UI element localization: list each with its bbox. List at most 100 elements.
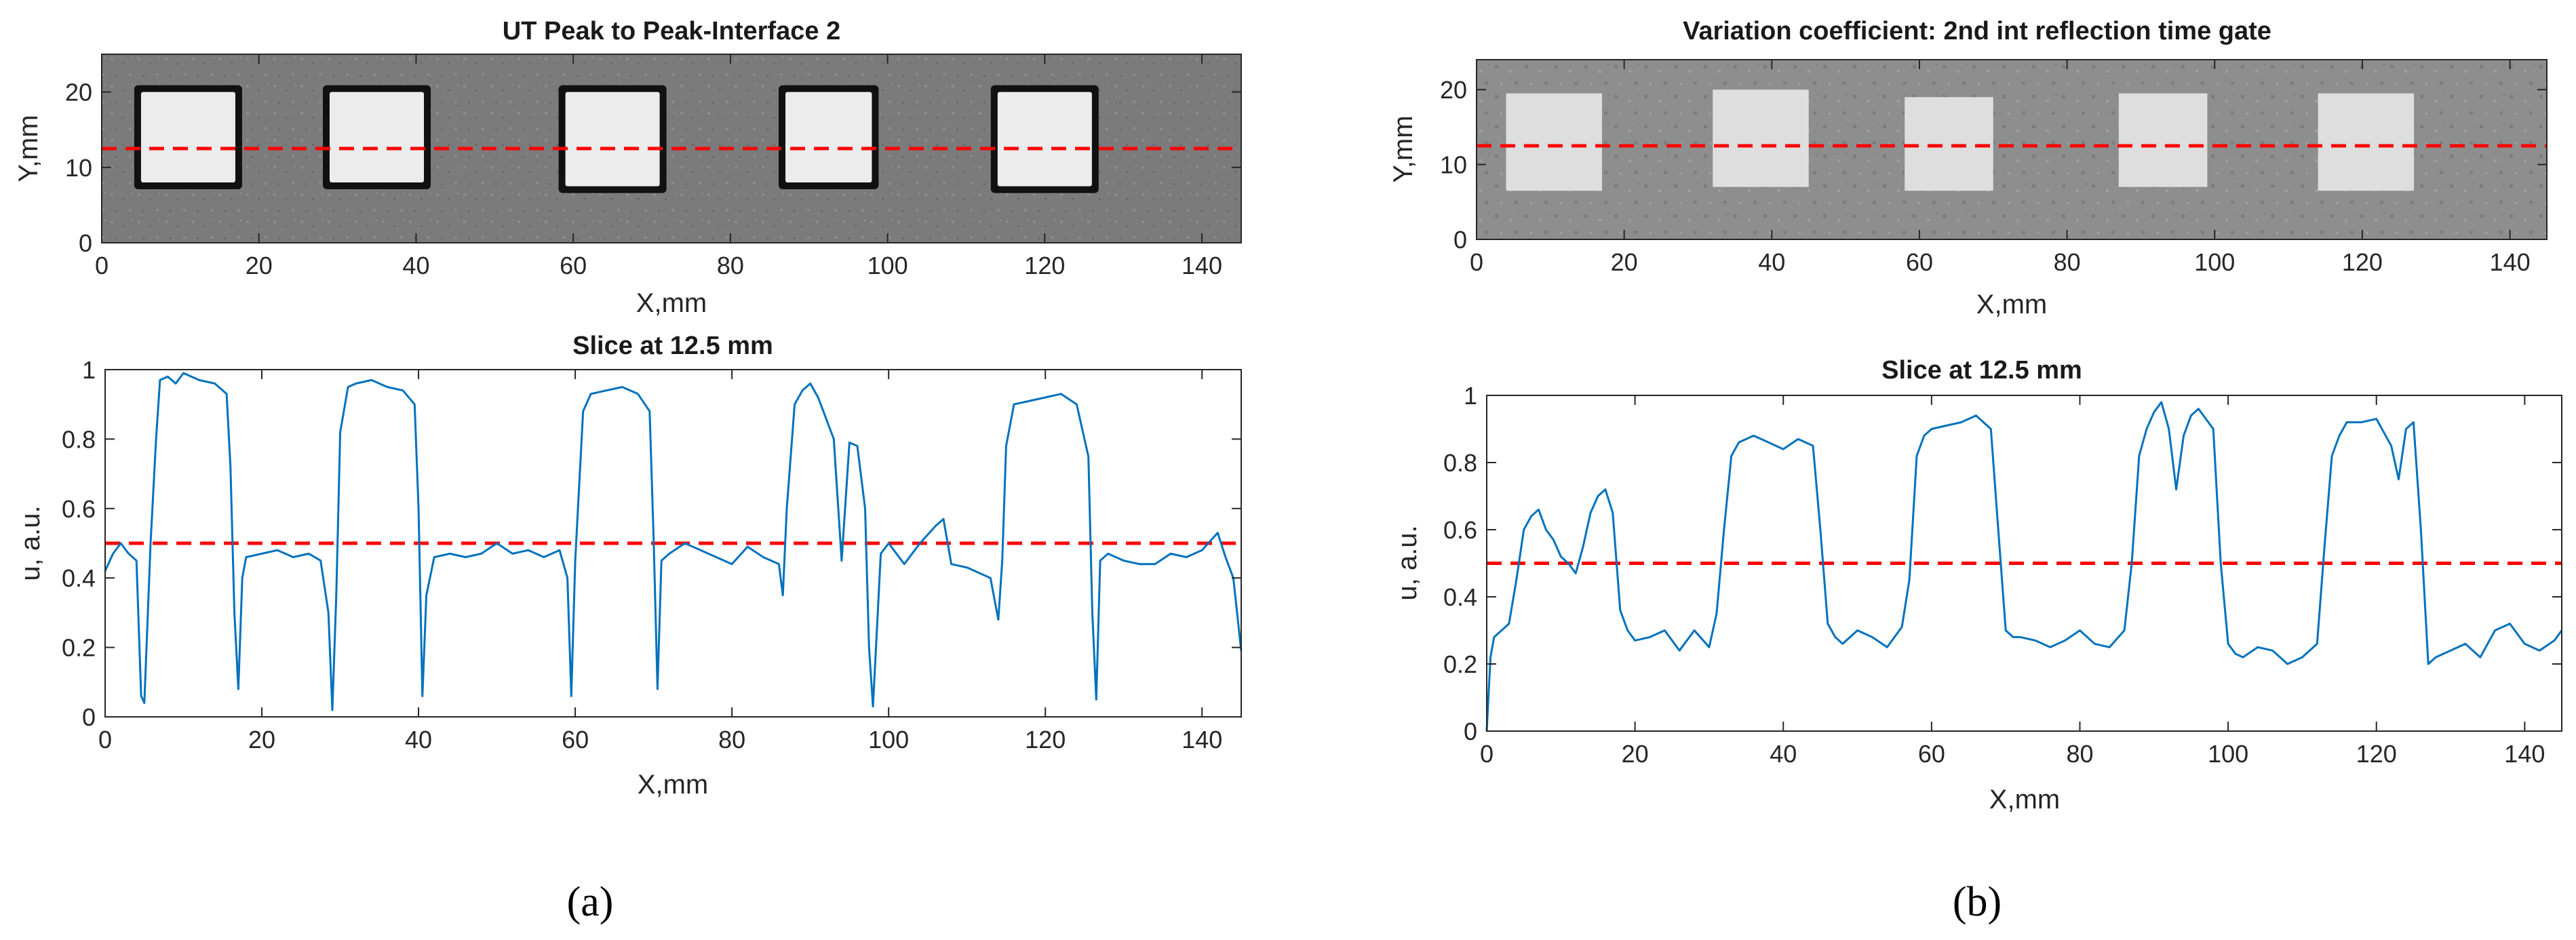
data-point [511,553,513,555]
data-point [574,560,577,562]
data-point [214,383,216,385]
panel-a-slice-x-ticks: 0 20 40 60 80 100 120 140 [98,370,1222,753]
data-point [225,393,228,395]
panel-b-label: (b) [1953,879,2002,925]
data-point [2494,629,2496,631]
data-point [747,545,749,548]
data-point [2301,656,2303,659]
data-point [112,553,114,555]
data-point [652,535,655,537]
data-point [848,442,851,444]
data-point [2390,445,2392,447]
data-point [648,410,651,412]
data-point [155,438,157,440]
data-point [149,542,152,545]
data-point [1091,612,1093,614]
data-point [730,563,733,565]
x-tick-label: 0 [95,252,109,279]
panel-a-heatmap-y-ticks: 0 10 20 [65,79,1241,257]
x-tick-label: 120 [1024,252,1065,279]
panel-a-heatmap-x-label: X,mm [636,288,707,318]
data-point [2034,640,2037,642]
data-point [1856,629,1858,631]
panel-b-heatmap-y-label: Y,mm [1388,115,1418,182]
data-point [668,553,670,555]
data-point [2190,414,2192,416]
y-tick-label: 10 [65,154,92,182]
data-point [1095,699,1097,701]
data-point [308,553,310,555]
panel-a-slice-x-label: X,mm [638,770,708,800]
data-point [868,646,870,648]
y-tick-label: 0 [1453,226,1467,254]
x-tick-label: 40 [405,726,432,753]
data-point [370,379,372,381]
data-point [2420,528,2422,531]
data-point [2479,656,2481,659]
x-tick-label: 40 [402,252,429,279]
panel-a-label: (a) [567,879,614,925]
data-point [966,566,968,569]
data-point [1087,455,1089,458]
data-point [657,688,659,690]
data-point [1597,495,1599,497]
data-point [782,594,784,596]
data-point [159,379,161,381]
defect-square [140,92,235,183]
data-point [1923,435,1926,437]
data-point [621,386,623,388]
panel-a-heatmap-squares [134,85,1099,193]
data-point [2434,656,2437,659]
data-point [2145,428,2148,430]
data-point [2398,478,2400,480]
y-tick-label: 0 [82,703,96,731]
data-point [2539,650,2541,652]
data-point [496,542,498,545]
data-point [1782,448,1784,450]
data-point [1634,640,1636,642]
x-tick-label: 140 [1182,726,1222,753]
data-point [2509,623,2511,625]
panel-b-heatmap-y-ticks: 0 10 20 [1440,76,2547,254]
data-point [245,556,248,558]
data-point [1574,572,1577,574]
data-point [2227,643,2229,645]
data-point [1730,454,1732,457]
panel-b-heatmap-x-ticks: 0 20 40 60 80 100 120 140 [1470,60,2531,276]
panel-a-slice-plot-area [105,370,1241,717]
data-point [935,525,937,527]
panel-b-heatmap-squares [1506,90,2415,191]
data-point [606,389,608,391]
data-point [2175,488,2177,490]
data-point [1201,549,1203,551]
data-point [2123,629,2126,631]
data-point [465,556,467,558]
data-point [1604,488,1607,490]
data-point [2094,643,2096,645]
data-point [825,417,827,419]
x-tick-label: 100 [2208,740,2248,768]
panel-b-slice-y-label: u, a.u. [1392,525,1422,600]
data-point [1099,560,1101,562]
data-point [2464,643,2467,645]
x-tick-label: 60 [1918,740,1945,768]
data-point [856,445,859,447]
data-point [433,556,435,558]
data-point [1538,509,1540,511]
y-tick-label: 20 [65,79,92,106]
x-tick-label: 100 [868,726,909,753]
data-point [2286,663,2288,665]
x-tick-label: 20 [246,252,273,279]
y-tick-label: 0.6 [1443,516,1477,544]
data-point [237,688,239,690]
data-point [1693,629,1696,631]
data-point [1545,528,1547,531]
data-point [1915,454,1918,457]
x-tick-label: 140 [2504,740,2545,768]
data-point [2198,408,2200,410]
x-tick-label: 60 [1906,248,1933,276]
data-point [2553,640,2556,642]
data-point [1679,650,1681,652]
x-tick-label: 120 [2342,248,2383,276]
